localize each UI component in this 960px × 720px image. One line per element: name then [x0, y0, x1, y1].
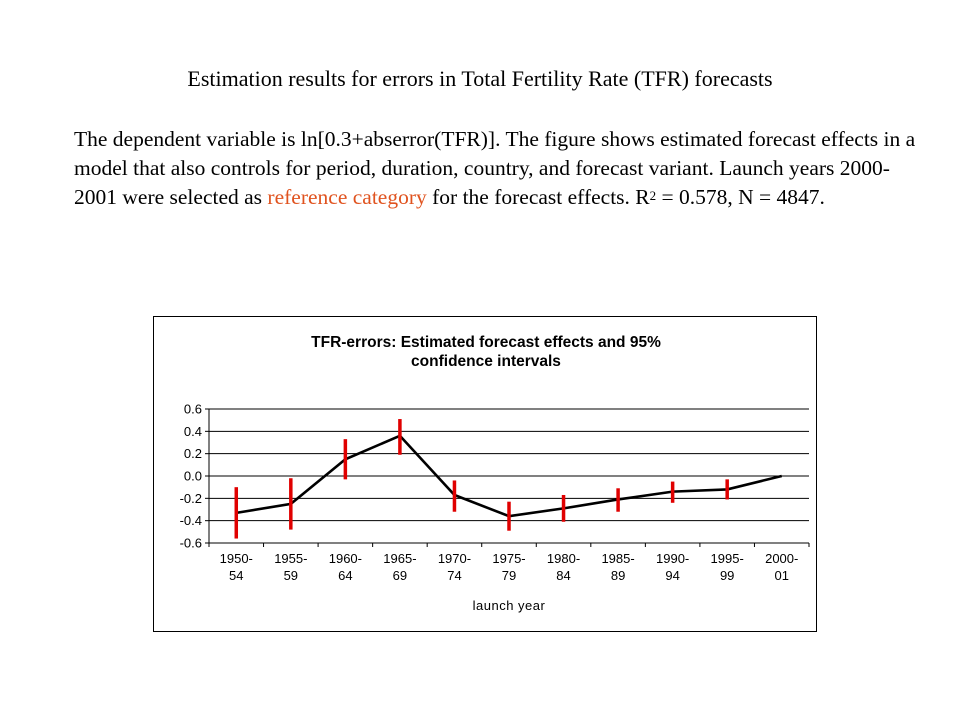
x-tick-label: 1965- — [383, 551, 416, 566]
y-tick-label: -0.4 — [180, 513, 202, 528]
y-tick-label: 0.2 — [184, 446, 202, 461]
x-tick-label: 64 — [338, 568, 352, 583]
x-tick-label: 79 — [502, 568, 516, 583]
r-squared-superscript: 2 — [649, 188, 657, 203]
body-text-part2: for the forecast effects. R — [426, 185, 650, 209]
body-text-part3: = 0.578, N = 4847. — [656, 185, 825, 209]
x-tick-label: 1985- — [601, 551, 634, 566]
x-tick-label: 1990- — [656, 551, 689, 566]
slide-title: Estimation results for errors in Total F… — [187, 66, 773, 91]
x-tick-label: 94 — [665, 568, 679, 583]
x-tick-label: 1950- — [220, 551, 253, 566]
y-tick-label: -0.2 — [180, 491, 202, 506]
chart-title-line: confidence intervals — [411, 353, 561, 370]
x-tick-label: 84 — [556, 568, 570, 583]
x-tick-label: 99 — [720, 568, 734, 583]
x-tick-label: 1955- — [274, 551, 307, 566]
x-tick-label: 74 — [447, 568, 461, 583]
x-tick-label: 2000- — [765, 551, 798, 566]
y-tick-label: 0.4 — [184, 424, 202, 439]
x-tick-label: 1960- — [329, 551, 362, 566]
chart-svg: TFR-errors: Estimated forecast effects a… — [180, 334, 810, 613]
chart-title-line: TFR-errors: Estimated forecast effects a… — [311, 334, 661, 351]
x-tick-label: 1995- — [711, 551, 744, 566]
body-text-part1: The dependent variable is ln[0.3+abserro… — [74, 127, 916, 209]
slide-body-text: The dependent variable is ln[0.3+abserro… — [74, 125, 924, 212]
x-tick-label: 54 — [229, 568, 243, 583]
x-tick-label: 1980- — [547, 551, 580, 566]
x-axis-label: launch year — [473, 598, 546, 613]
x-tick-label: 1970- — [438, 551, 471, 566]
x-tick-label: 1975- — [492, 551, 525, 566]
x-tick-label: 01 — [774, 568, 788, 583]
reference-category-highlight: reference category — [267, 185, 427, 209]
y-tick-label: -0.6 — [180, 536, 202, 551]
chart-frame: TFR-errors: Estimated forecast effects a… — [153, 316, 817, 632]
x-tick-label: 59 — [284, 568, 298, 583]
y-tick-label: 0.6 — [184, 402, 202, 417]
x-tick-label: 69 — [393, 568, 407, 583]
y-tick-label: 0.0 — [184, 469, 202, 484]
x-tick-label: 89 — [611, 568, 625, 583]
